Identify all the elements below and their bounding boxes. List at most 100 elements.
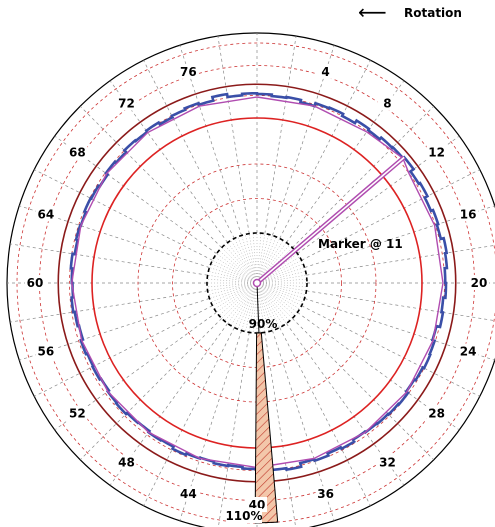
inner-radial-gridline [262,284,305,299]
tick-label-bg [458,206,479,222]
inner-radial-gridline [257,288,266,333]
inner-radial-gridline [262,267,305,282]
angle-tick-label: 72 [118,96,135,110]
inner-radial-gridline [257,233,262,278]
marker-label: Marker @ 11 [318,237,403,251]
inner-radial-gridline [258,235,273,278]
angle-tick-label: 68 [69,146,86,160]
inner-radial-gridline [207,274,252,283]
inner-radial-gridline [258,234,269,278]
inner-radial-gridline [207,283,252,292]
wedge-centerline [256,282,260,333]
inner-radial-gridline [210,285,252,303]
angle-tick-label: 12 [428,146,445,160]
outer-edge-label-bg [226,508,262,523]
tick-label-bg [116,454,137,470]
inner-radial-gridline [207,278,252,283]
inner-radial-gridline [261,287,293,319]
inner-radial-gridline [262,284,306,295]
inner-radial-gridline [262,274,307,283]
angle-tick-label: 24 [460,345,477,359]
tick-label-bg [377,95,398,111]
angle-tick-label: 16 [460,207,477,221]
inner-radial-gridline [260,242,287,279]
series-1-line [71,96,444,469]
tick-label-bg [377,454,398,470]
inner-radial-gridline [208,284,252,295]
wedge-marker [254,332,279,524]
tick-label-bg [315,486,336,502]
circular-gridline [16,42,495,524]
inner-radial-gridline [260,244,290,279]
inner-radial-gridline [210,263,252,281]
inner-radial-gridline [237,288,255,330]
inner-radial-gridline [261,286,296,316]
tick-label-bg [469,275,489,290]
inner-radial-gridline [245,288,256,332]
inner-radial-gridline [214,285,253,310]
inner-radial-gridline [262,278,307,283]
inner-radial-gridline [230,240,255,279]
inner-radial-gridline [216,286,253,313]
inner-radial-gridline [261,286,298,313]
inner-radial-gridline [258,288,273,331]
angle-tick-label: 4 [321,65,329,79]
inner-radial-gridline [245,234,256,278]
inner-radial-gridline [262,263,304,281]
inner-radial-gridline [234,238,255,278]
tick-label-bg [67,144,88,160]
inner-radial-gridline [216,253,253,280]
radial-gridline [10,243,208,276]
angle-tick-label: 60 [27,276,44,290]
inner-radial-gridline [241,288,256,331]
inner-radial-gridline [262,283,307,288]
inner-radial-gridline [262,271,306,282]
angle-tick-label: 76 [180,65,197,79]
inner-radial-gridline [259,238,280,278]
inner-radial-gridline [259,287,284,326]
angle-tick-label: 52 [69,406,86,420]
radial-gridline [10,290,208,323]
inner-radial-gridline [209,284,252,299]
tick-label-bg [35,343,56,359]
inner-radial-gridline [261,285,300,310]
inner-radial-gridline [227,242,254,279]
rotation-label: Rotation [404,6,462,20]
inner-radial-gridline [209,267,252,282]
inner-radial-gridline [262,285,302,306]
tick-label-bg [178,486,199,502]
radial-gridline [264,36,297,234]
tick-label-bg [458,343,479,359]
inner-radial-gridline [218,250,253,280]
tick-label-bg [426,144,447,160]
tick-label-bg [426,405,447,421]
inner-radial-gridline [224,287,254,322]
inner-radial-gridline [258,288,269,332]
inner-radial-gridline [208,271,252,282]
inner-radial-gridline [261,256,300,281]
inner-radial-gridline [212,260,252,281]
inner-radial-gridline [262,285,304,303]
tick-label-bg [178,63,199,79]
radial-gridline [217,332,250,527]
center-point [252,278,262,288]
angle-tick-label: 28 [428,406,445,420]
inner-radial-gridline [259,288,277,330]
tick-label-bg [315,63,336,79]
inner-radial-gridline [218,286,253,316]
inner-radial-gridline [227,287,254,324]
inner-radial-gridline [248,233,257,278]
inner-radial-gridline [252,233,257,278]
angle-tick-label: 20 [471,276,488,290]
tick-label-bg [116,95,137,111]
angle-tick-label: 8 [383,96,391,110]
inner-radial-gridline [252,288,257,333]
tick-label-bg [35,206,56,222]
inner-radial-gridline [257,233,266,278]
radial-gridline [306,290,495,322]
inner-radial-gridline [248,288,257,333]
inner-radial-gridline [257,288,262,333]
inner-radial-gridline [260,287,287,324]
angle-tick-label: 32 [379,456,396,470]
